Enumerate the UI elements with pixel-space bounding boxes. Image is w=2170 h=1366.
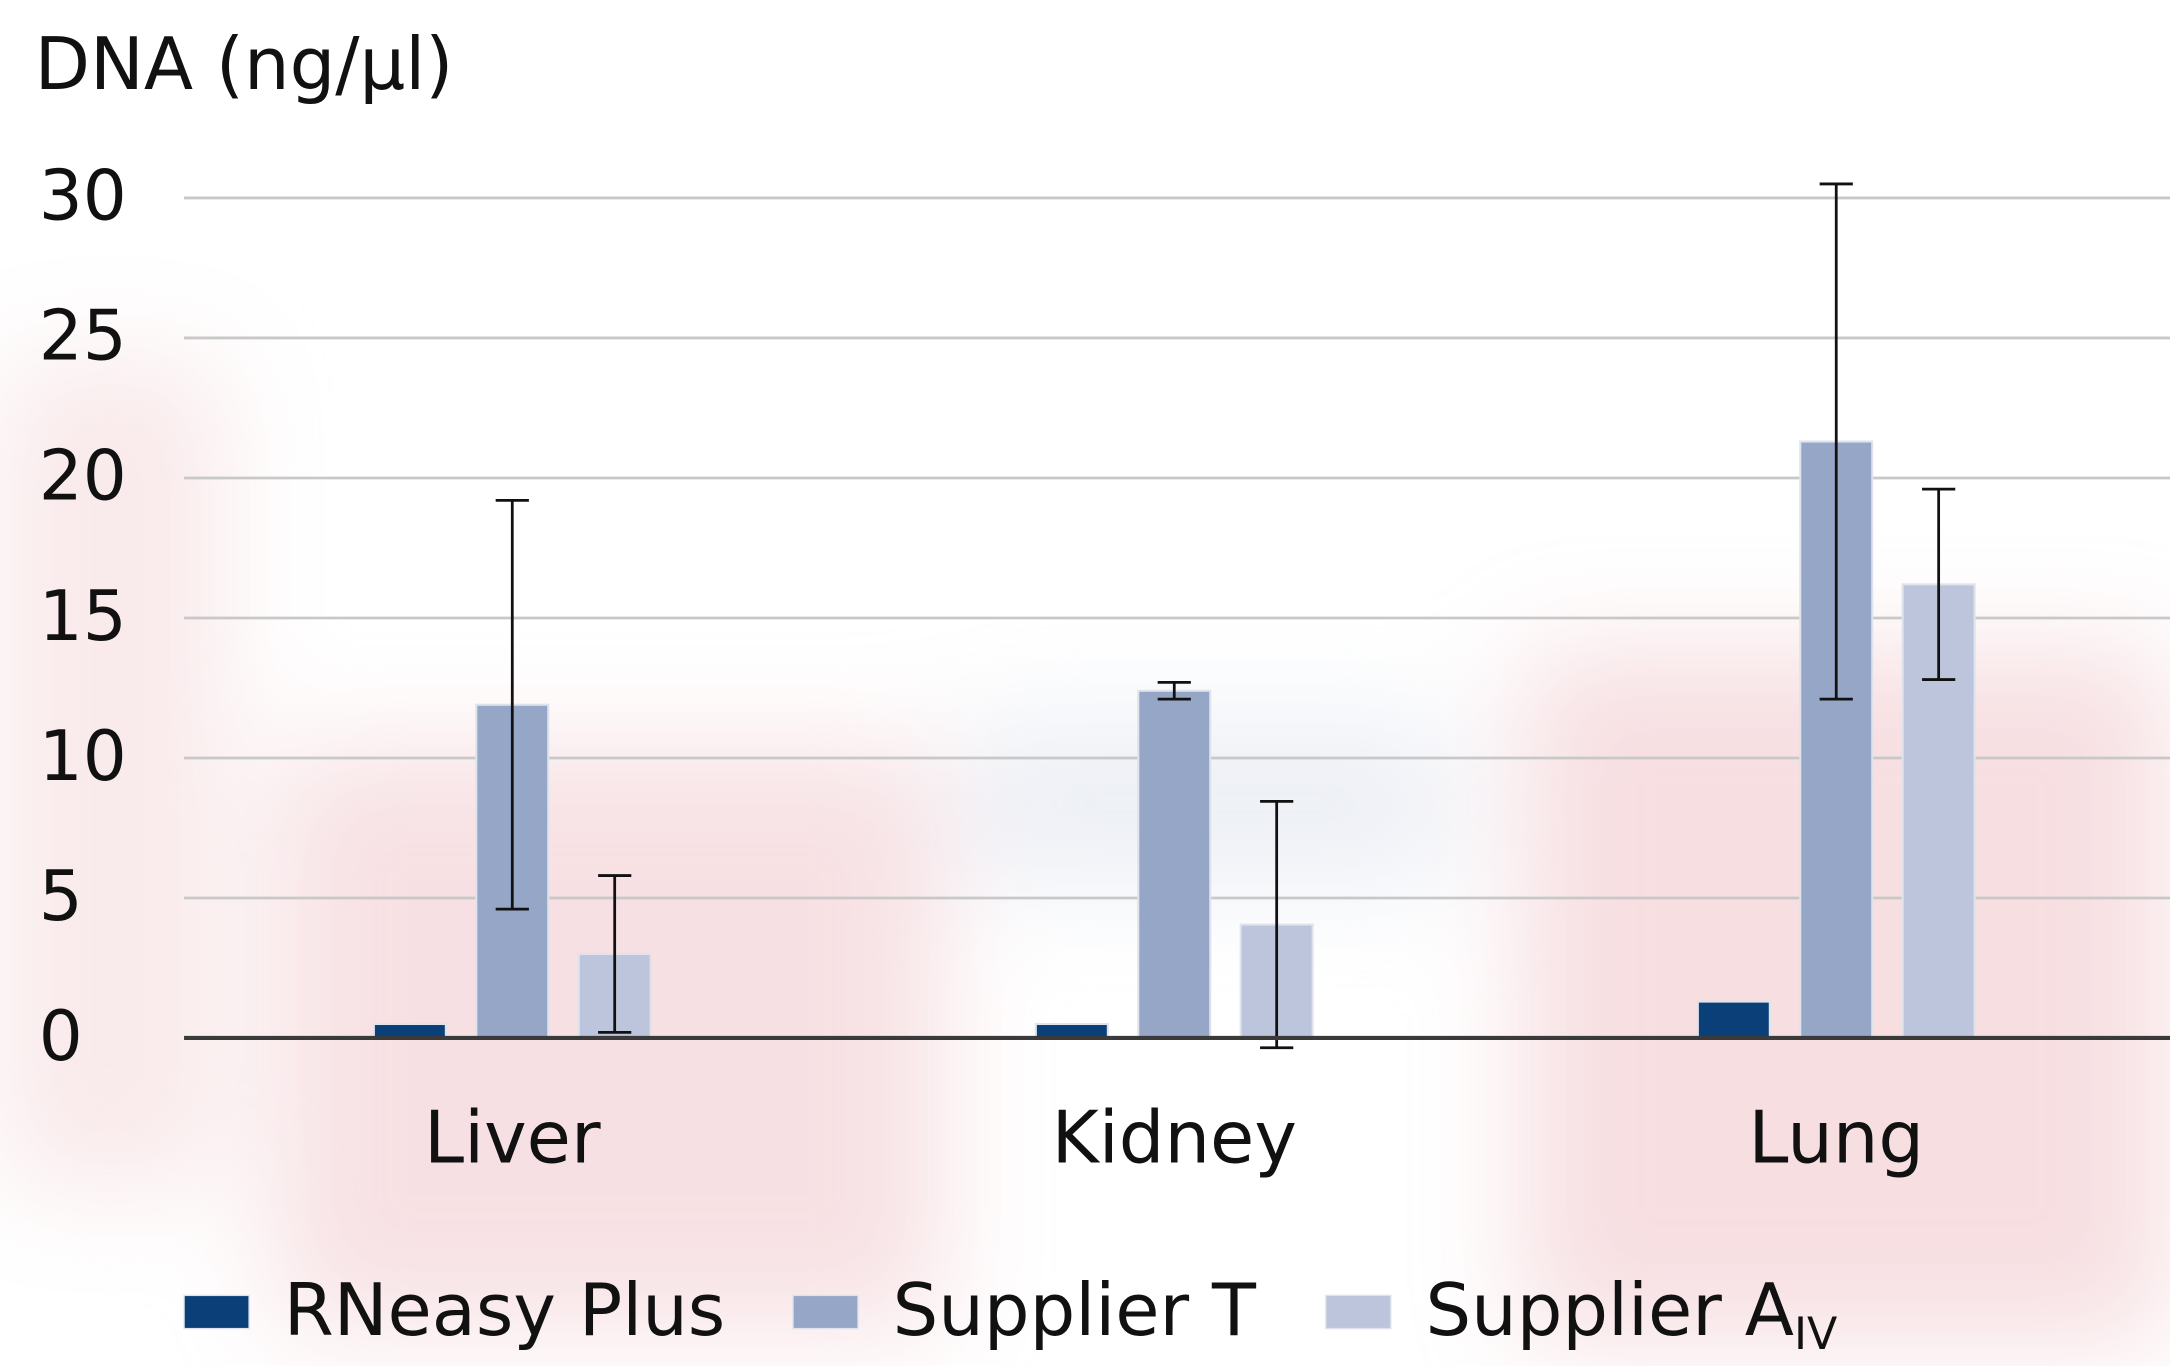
bar (1698, 1002, 1770, 1038)
legend-label: Supplier AIV (1425, 1267, 1837, 1360)
y-tick-label: 10 (39, 717, 127, 797)
y-tick-label: 25 (39, 297, 127, 377)
legend-text: Supplier T (893, 1267, 1257, 1351)
x-tick-label: Kidney (1052, 1096, 1297, 1180)
y-axis-title: DNA (ng/µl) (35, 22, 454, 106)
y-tick-label: 5 (39, 857, 83, 937)
x-tick-label: Lung (1748, 1096, 1924, 1180)
legend-label: RNeasy Plus (284, 1267, 726, 1351)
legend-swatch (184, 1295, 249, 1328)
bar (1036, 1024, 1108, 1038)
legend: RNeasy Plus Supplier T Supplier AIV (184, 1267, 1837, 1360)
bar (374, 1024, 446, 1038)
legend-subscript: IV (1794, 1309, 1837, 1360)
legend-text: RNeasy Plus (284, 1267, 726, 1351)
page: DNA (ng/µl) RNeasy Plus Supplier T Supplie… (0, 0, 2170, 1366)
bar (1138, 691, 1210, 1038)
y-tick-label: 30 (39, 157, 127, 237)
legend-text: Supplier A (1425, 1267, 1794, 1351)
y-tick-label: 15 (39, 577, 127, 657)
y-tick-label: 20 (39, 437, 127, 517)
x-tick-label: Liver (424, 1096, 601, 1180)
legend-swatch (793, 1295, 858, 1328)
chart: DNA (ng/µl) RNeasy Plus Supplier T Supplie… (0, 0, 2170, 1366)
y-tick-label: 0 (39, 997, 83, 1077)
legend-swatch (1326, 1295, 1391, 1328)
legend-label: Supplier T (893, 1267, 1257, 1351)
